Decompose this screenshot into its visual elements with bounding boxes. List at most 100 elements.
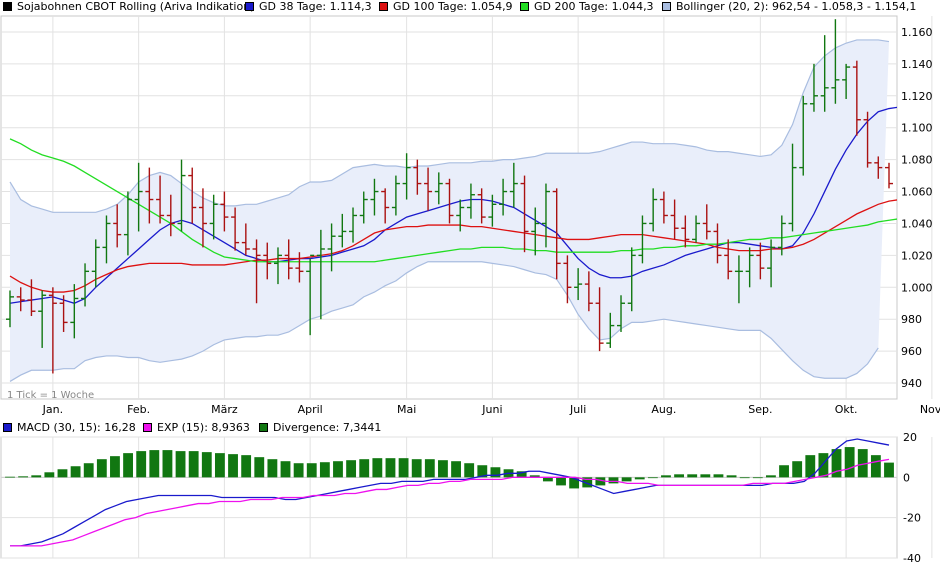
ohlc-bar [338, 213, 347, 248]
divergence-bar [18, 476, 29, 478]
divergence-bars [1, 447, 897, 489]
ohlc-bar [499, 178, 508, 216]
legend-item-gd38: GD 38 Tage: 1.114,3 [245, 0, 372, 13]
ohlc-bar [113, 204, 122, 248]
ohlc-bar [27, 279, 36, 317]
ohlc-bar [59, 295, 68, 332]
ohlc-bar [681, 215, 690, 248]
ohlc-bar [541, 183, 550, 248]
legend-item-gd100: GD 100 Tage: 1.054,9 [379, 0, 513, 13]
ohlc-bar [702, 204, 711, 240]
divergence-bar [674, 474, 685, 478]
divergence-bar [123, 453, 133, 478]
divergence-bar [319, 462, 330, 478]
divergence-bar [818, 453, 829, 478]
ohlc-bar [713, 223, 722, 264]
divergence-bar [647, 477, 658, 479]
legend-label-gd100: GD 100 Tage: 1.054,9 [393, 0, 513, 13]
ohlc-bar [767, 239, 776, 288]
ohlc-bar [734, 255, 743, 304]
ohlc-bar [520, 175, 529, 253]
divergence-bar [201, 452, 212, 478]
divergence-bar [464, 463, 475, 478]
month-label: Nov. [920, 403, 940, 416]
ohlc-bar [306, 254, 315, 336]
divergence-bar [411, 459, 422, 478]
divergence-bar [477, 465, 488, 478]
divergence-bar [149, 450, 160, 478]
legend-item-macd: MACD (30, 15): 16,28 [3, 421, 136, 434]
legend-swatch-macd [3, 423, 12, 432]
divergence-bar [516, 471, 527, 478]
divergence-bar [542, 477, 553, 482]
ohlc-bar [273, 247, 282, 285]
ohlc-bar [799, 95, 808, 176]
price-y-axis: 940 960 980 1.000 1.020 1.040 1.060 1.080 1.100 1… [901, 26, 933, 390]
legend-label-divergence: Divergence: 7,3441 [273, 421, 382, 434]
ohlc-bar [424, 167, 433, 211]
legend-swatch-gd38 [245, 2, 254, 11]
divergence-bar [634, 477, 645, 480]
legend-label-bollinger: Bollinger (20, 2): 962,54 - 1.058,3 - 1.… [676, 0, 917, 13]
ohlc-bar [349, 207, 358, 243]
ohlc-bar [198, 188, 207, 248]
ohlc-bar [413, 159, 422, 195]
macd-plot-area [0, 436, 898, 559]
divergence-bar [31, 475, 42, 478]
ohlc-bar [531, 207, 540, 256]
ohlc-bar [145, 167, 154, 224]
month-label: März [211, 403, 238, 416]
ohlc-bar [48, 287, 57, 374]
macd-y-tick-label: -40 [903, 552, 921, 565]
divergence-bar [700, 474, 711, 478]
ohlc-bar [852, 60, 861, 136]
ohlc-bar [241, 223, 250, 256]
divergence-bar [713, 474, 724, 478]
ohlc-bar [745, 247, 754, 288]
divergence-bar [96, 459, 107, 478]
divergence-bar [608, 477, 619, 484]
legend-swatch-instrument [3, 2, 12, 11]
month-label: Aug. [651, 403, 676, 416]
ohlc-bar [91, 239, 100, 288]
ohlc-bar [434, 172, 443, 205]
ohlc-bar [820, 35, 829, 112]
divergence-bar [870, 455, 881, 478]
divergence-bar [661, 475, 671, 478]
legend-item-instrument: Sojabohnen CBOT Rolling (Ariva Indikatio… [3, 0, 254, 13]
price-y-tick-label: 1.040 [901, 217, 933, 230]
divergence-bar [346, 460, 357, 478]
ohlc-bar [831, 19, 840, 104]
ohlc-bar [692, 215, 701, 243]
ohlc-bar [445, 178, 454, 224]
legend-item-divergence: Divergence: 7,3441 [259, 421, 381, 434]
ohlc-bar [177, 159, 186, 232]
divergence-bar [726, 475, 737, 478]
ohlc-bar [38, 290, 47, 348]
ohlc-bar [209, 194, 218, 240]
month-label: Jan. [42, 403, 63, 416]
divergence-bar [424, 459, 435, 478]
price-y-tick-label: 1.060 [901, 186, 933, 199]
ohlc-bar [156, 175, 165, 224]
ohlc-bar [263, 242, 272, 280]
divergence-bar [70, 466, 81, 478]
ohlc-bar [842, 63, 851, 99]
divergence-bar [136, 451, 147, 478]
ohlc-bar [316, 229, 325, 320]
month-label: April [298, 403, 323, 416]
ohlc-bar [809, 63, 818, 112]
ohlc-bar [327, 223, 336, 272]
divergence-bar [529, 475, 540, 478]
ohlc-bar [638, 215, 647, 264]
macd-y-tick-label: 0 [903, 471, 910, 484]
divergence-bar [44, 472, 55, 478]
legend-item-gd200: GD 200 Tage: 1.044,3 [520, 0, 654, 13]
legend-swatch-bollinger [662, 2, 671, 11]
divergence-bar [595, 477, 606, 486]
macd-y-tick-label: -20 [903, 512, 921, 525]
ohlc-bar [574, 268, 583, 301]
divergence-bar [438, 460, 448, 478]
tick-note: 1 Tick = 1 Woche [7, 390, 94, 401]
divergence-bar [385, 458, 396, 478]
